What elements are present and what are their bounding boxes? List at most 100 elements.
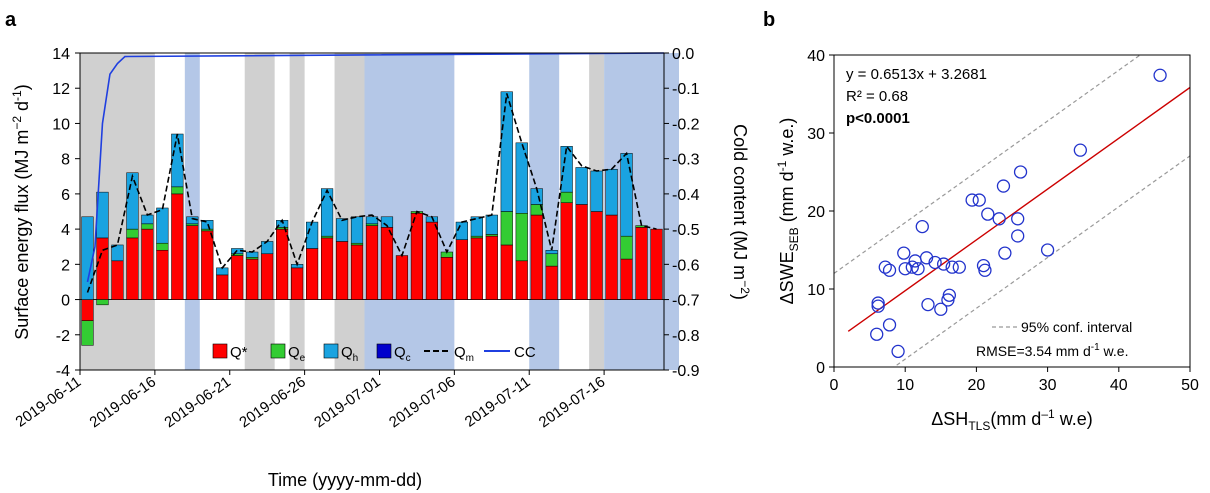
scatter-point: [871, 296, 885, 310]
bar-qstar: [350, 244, 364, 300]
legend-swatch-qh: [323, 343, 339, 359]
bar-qstar: [216, 274, 229, 300]
y-axis-label-b: ΔSWESEB (mm d-1 w.e.): [775, 118, 801, 305]
y2-tick-label: -0.4: [672, 187, 700, 204]
bar-qh: [485, 214, 498, 235]
x-axis-label-a: Time (yyyy-mm-dd): [268, 470, 422, 490]
bar-qstar: [320, 237, 334, 300]
scatter-point: [998, 246, 1012, 260]
bar-qh: [126, 172, 139, 230]
y-tick-label: 6: [61, 187, 70, 204]
bar-qe: [246, 257, 259, 260]
r-squared: R² = 0.68: [846, 88, 908, 105]
bar-qstar: [246, 258, 259, 300]
gray-shade-band: [334, 53, 365, 370]
y-tick-label: 12: [52, 81, 70, 98]
panel-a: a -4 -2 0 2 4 6 8 10 12 14 0.0 -0.1 -0.2 -0.3 -0.4 -0.5…: [5, 9, 752, 490]
bar-qstar: [96, 237, 109, 300]
bar-qstar: [515, 260, 528, 300]
y2-tick-label: -0.3: [672, 152, 700, 169]
fit-line: [847, 86, 1190, 332]
bar-qstar: [575, 204, 588, 300]
bar-qh: [590, 170, 603, 212]
y-tick-label: 0: [61, 293, 70, 310]
y-tick-label: 10: [807, 282, 825, 299]
bar-qe: [186, 223, 199, 226]
y-tick-label: 4: [61, 222, 70, 239]
y-tick-label: 10: [52, 116, 70, 133]
panel-b: b 0 10 20 30 40 50 0 10 20 30 40 y = 0.6513x + 3.2…: [763, 9, 1199, 433]
scatter-point: [1073, 143, 1088, 157]
bar-qstar: [231, 255, 244, 300]
bar-qe: [545, 253, 558, 267]
legend-label-qe: Qe: [288, 344, 306, 364]
bar-qstar: [590, 211, 603, 300]
legend-a: Q* Qe Qh Qc Qm CC: [212, 343, 536, 364]
rmse-label: RMSE=3.54 mm d-1 w.e.: [976, 342, 1128, 359]
bar-qh: [605, 168, 618, 216]
y-tick-label: 30: [807, 126, 825, 143]
bar-qstar: [365, 225, 379, 300]
y2-tick-label: -0.1: [672, 81, 700, 98]
scatter-point: [915, 219, 929, 234]
bar-qstar: [485, 235, 498, 300]
scatter-point: [992, 212, 1006, 226]
scatter-point: [942, 288, 956, 302]
bar-qh: [500, 91, 513, 212]
bar-qstar: [156, 249, 169, 300]
bar-qe: [470, 235, 483, 239]
gray-shade-band: [289, 53, 305, 370]
bar-qh: [560, 146, 573, 193]
bar-qstar: [470, 237, 483, 300]
bar-qh: [111, 244, 124, 262]
bar-qstar: [650, 228, 663, 300]
bar-qh: [470, 216, 483, 237]
x-tick-label: 40: [1110, 377, 1128, 394]
bar-qh: [365, 216, 379, 225]
bar-qh: [261, 241, 274, 255]
bar-qstar: [111, 260, 124, 300]
x-tick-label: 2019-06-11: [13, 373, 85, 430]
scatter-point: [1153, 68, 1167, 82]
scatter-point: [921, 297, 935, 312]
bar-qstar: [81, 299, 94, 321]
bar-qh: [620, 153, 633, 237]
legend-label-qstar: Q*: [230, 344, 248, 361]
bar-qh: [201, 220, 214, 230]
bar-qh: [81, 216, 94, 300]
bar-qh: [306, 221, 319, 249]
bar-qe: [171, 186, 184, 195]
scatter-point: [981, 207, 995, 221]
bar-qh: [350, 216, 364, 244]
bar-qstar: [425, 221, 438, 300]
panel-b-label: b: [763, 9, 775, 31]
y-tick-label: -2: [56, 328, 70, 345]
bar-qh: [335, 218, 349, 242]
bar-qstar: [186, 225, 199, 300]
bar-qstar: [126, 237, 139, 300]
bar-qstar: [530, 214, 543, 300]
x-tick-label: 0: [830, 377, 839, 394]
bar-qh: [515, 142, 528, 214]
bar-qstar: [455, 239, 468, 300]
bar-qe: [201, 228, 214, 232]
scatter-point: [870, 327, 884, 341]
bar-qe: [365, 223, 379, 226]
scatter-point: [897, 246, 911, 260]
bar-qstar: [500, 244, 513, 300]
scatter-point: [891, 344, 905, 359]
plot-b-inner: [834, 55, 1190, 367]
legend-label-qh: Qh: [341, 344, 358, 364]
bar-qstar: [395, 255, 409, 300]
bar-qstar: [201, 230, 214, 300]
bar-qstar: [410, 213, 424, 300]
bar-qh: [156, 207, 169, 244]
bar-qstar: [605, 214, 618, 300]
y-tick-label: 0: [816, 360, 825, 377]
legend-swatch-qstar: [212, 343, 228, 359]
bar-qe: [620, 235, 633, 260]
bar-qh: [575, 167, 588, 205]
y-tick-label: 8: [61, 152, 70, 169]
blue-shade-band: [184, 53, 200, 370]
scatter-point: [882, 318, 897, 332]
